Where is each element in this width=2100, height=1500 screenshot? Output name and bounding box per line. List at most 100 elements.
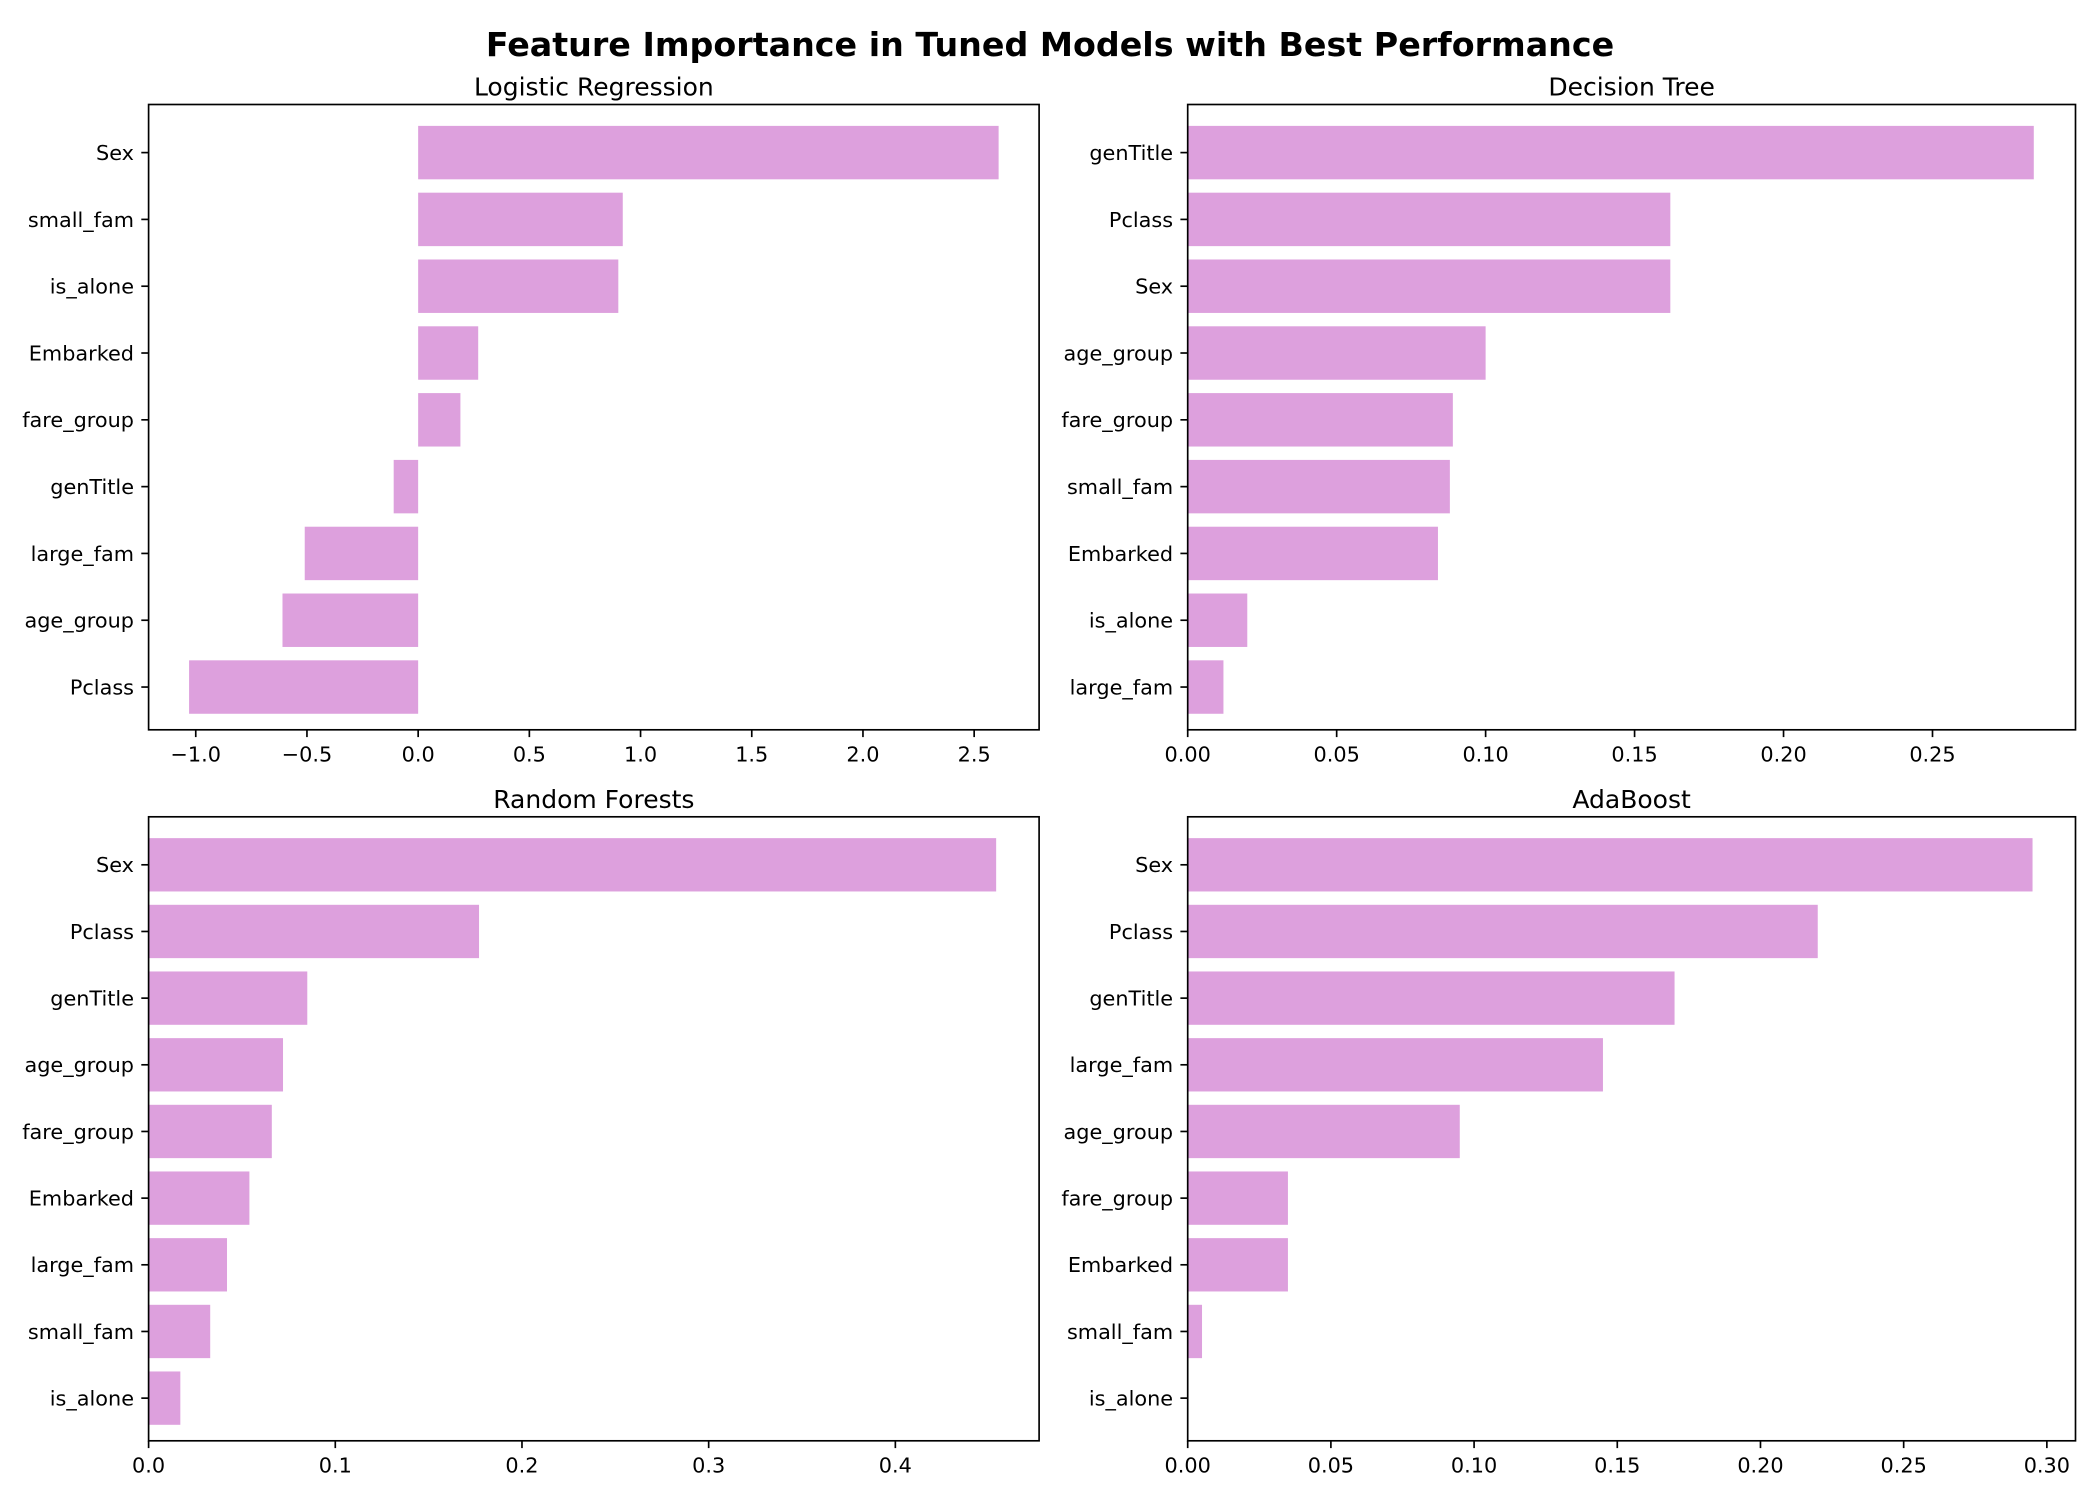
ytick-label: genTitle: [50, 987, 134, 1011]
bar-is-alone: [148, 1371, 181, 1425]
subplot-title: Decision Tree: [1548, 73, 1714, 102]
ytick-label: small_fam: [28, 1320, 134, 1344]
bar-fare-group: [418, 393, 461, 447]
bar-gentitle: [393, 459, 419, 514]
ytick-label: is_alone: [1089, 609, 1173, 633]
ytick-label: is_alone: [50, 275, 134, 299]
ytick-label: small_fam: [28, 208, 134, 232]
bar-embarked: [148, 1171, 250, 1225]
xtick-label: 0.00: [1165, 742, 1211, 766]
subplot-title: Logistic Regression: [474, 73, 714, 102]
xtick-label: 0.30: [2024, 1453, 2070, 1477]
ytick-label: genTitle: [50, 475, 134, 499]
bar-large-fam: [1187, 1038, 1603, 1092]
ytick-label: fare_group: [1061, 1187, 1173, 1211]
ytick-label: small_fam: [1067, 475, 1173, 499]
xtick-label: 2.0: [846, 742, 879, 766]
ytick-label: fare_group: [1061, 408, 1173, 432]
xtick-label: 0.05: [1314, 742, 1360, 766]
bar-pclass: [1187, 192, 1671, 247]
bar-sex: [148, 838, 997, 892]
bar-is-alone: [418, 259, 619, 313]
xtick-label: −0.5: [282, 742, 333, 766]
xtick-label: 0.0: [132, 1453, 165, 1477]
bar-age-group: [1187, 1104, 1460, 1159]
xtick-label: 0.25: [1881, 1453, 1927, 1477]
bar-embarked: [1187, 1238, 1288, 1292]
bar-gentitle: [148, 971, 308, 1025]
bar-fare-group: [1187, 1171, 1288, 1225]
ytick-label: genTitle: [1089, 987, 1173, 1011]
ytick-label: small_fam: [1067, 1320, 1173, 1344]
xtick-label: 0.3: [692, 1453, 725, 1477]
ytick-label: Embarked: [1068, 1253, 1173, 1277]
ytick-label: large_fam: [1070, 675, 1173, 699]
bar-small-fam: [1187, 459, 1450, 514]
bar-small-fam: [418, 192, 623, 247]
xtick-label: 0.4: [879, 1453, 912, 1477]
xtick-label: 1.5: [735, 742, 768, 766]
subplot-title: Random Forests: [493, 785, 694, 814]
bar-pclass: [148, 904, 480, 959]
ytick-label: Pclass: [70, 675, 134, 699]
ytick-label: large_fam: [1070, 1053, 1173, 1077]
ytick-label: Sex: [96, 853, 134, 877]
bar-small-fam: [148, 1304, 211, 1359]
ytick-label: age_group: [1064, 341, 1174, 365]
bar-gentitle: [1187, 971, 1675, 1025]
subplot-random-forests: Sex Pclass genTitle age_group fare_group Emba…: [22, 785, 1040, 1477]
subplots-grid: Sexsmall_famis_aloneEmbarkedfare_groupge…: [22, 73, 2077, 1477]
bar-sex: [1187, 838, 2033, 892]
ytick-label: genTitle: [1089, 141, 1173, 165]
bar-sex: [418, 125, 999, 180]
xtick-label: 0.15: [1594, 1453, 1640, 1477]
bar-small-fam: [1187, 1304, 1203, 1359]
ytick-label: is_alone: [1089, 1387, 1173, 1411]
ytick-label: Pclass: [1109, 920, 1173, 944]
xtick-label: 0.5: [513, 742, 546, 766]
xtick-label: 0.05: [1308, 1453, 1354, 1477]
axes-frame: [1186, 103, 2077, 731]
ytick-label: is_alone: [50, 1387, 134, 1411]
ytick-label: Embarked: [29, 341, 134, 365]
xtick-label: 1.0: [624, 742, 657, 766]
xtick-label: 0.25: [1909, 742, 1955, 766]
bar-large-fam: [148, 1238, 228, 1292]
xtick-label: 0.2: [505, 1453, 538, 1477]
ytick-label: Pclass: [1109, 208, 1173, 232]
axes-frame: [1186, 815, 2077, 1442]
xtick-label: 0.1: [319, 1453, 352, 1477]
ytick-label: Pclass: [70, 920, 134, 944]
ytick-label: age_group: [24, 1053, 134, 1077]
bar-large-fam: [1187, 660, 1224, 714]
ytick-label: large_fam: [31, 1253, 134, 1277]
ytick-label: Embarked: [1068, 542, 1173, 566]
xtick-label: −1.0: [170, 742, 221, 766]
bar-sex: [1187, 259, 1671, 313]
xtick-label: 0.10: [1462, 742, 1508, 766]
ytick-label: Embarked: [29, 1187, 134, 1211]
ytick-label: Sex: [1135, 853, 1173, 877]
ytick-label: fare_group: [22, 1120, 134, 1144]
bar-large-fam: [304, 526, 419, 581]
ytick-label: Sex: [96, 141, 134, 165]
bar-fare-group: [1187, 393, 1453, 447]
xtick-label: 0.10: [1451, 1453, 1497, 1477]
subplot-adaboost: Sex Pclass genTitle large_fam age_group fare_…: [1061, 785, 2077, 1477]
axes-frame: [147, 815, 1040, 1442]
figure-title: Feature Importance in Tuned Models with …: [486, 25, 1614, 64]
subplot-title: AdaBoost: [1572, 785, 1691, 814]
ytick-label: Sex: [1135, 275, 1173, 299]
ytick-label: fare_group: [22, 408, 134, 432]
ytick-label: age_group: [1064, 1120, 1174, 1144]
axes-frame: [147, 103, 1040, 731]
bar-is-alone: [1187, 593, 1248, 647]
bar-age-group: [1187, 326, 1486, 380]
ytick-label: age_group: [24, 609, 134, 633]
bar-age-group: [148, 1038, 284, 1092]
ytick-label: large_fam: [31, 542, 134, 566]
bar-embarked: [1187, 526, 1438, 581]
xtick-label: 0.20: [1760, 742, 1806, 766]
subplot-logistic-regression: Sex small_fam is_alone Embarked fare_groupge…: [22, 73, 1040, 766]
